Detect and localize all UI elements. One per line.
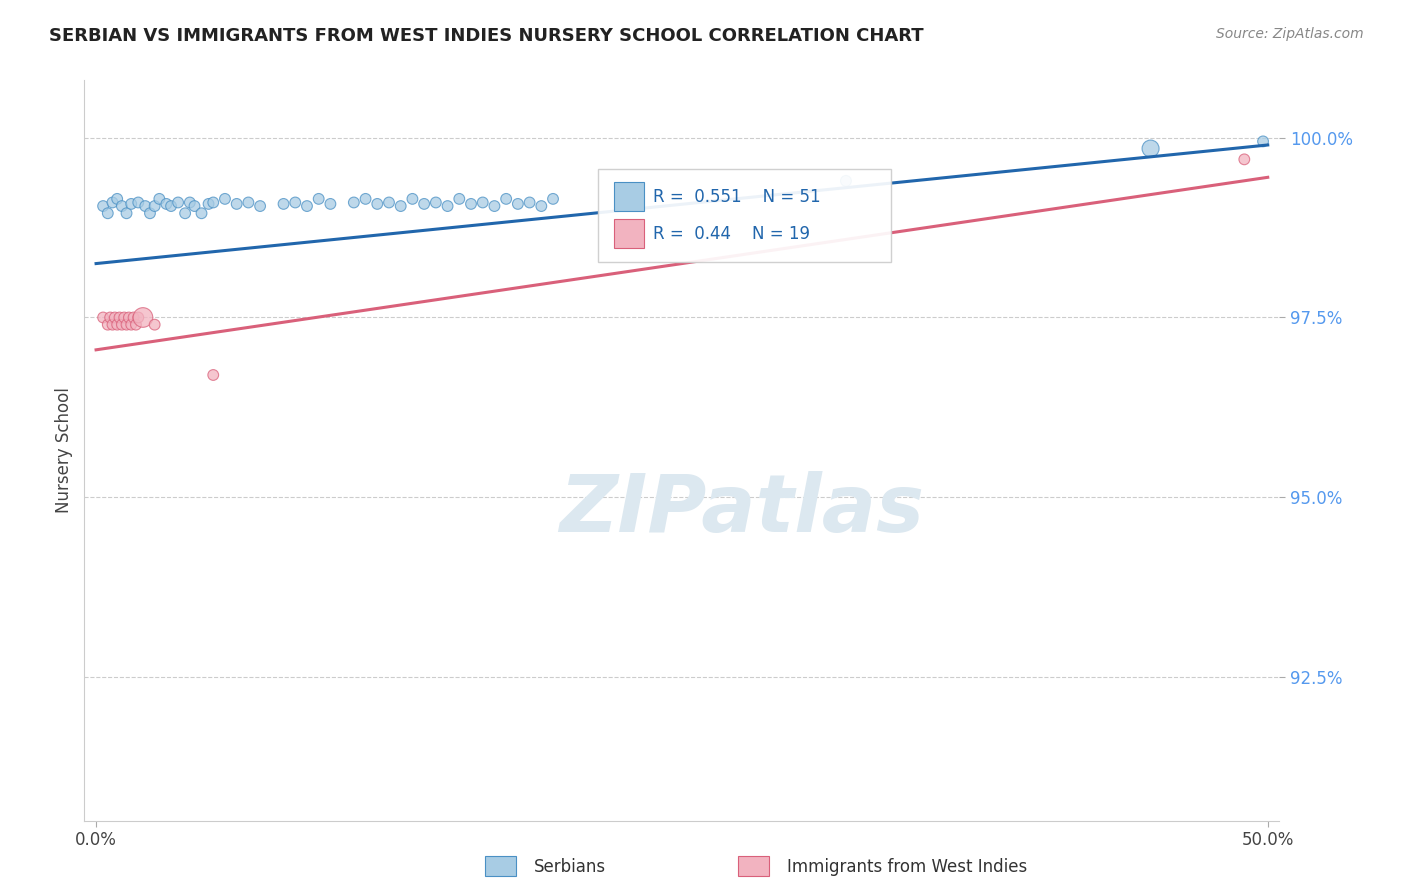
- Point: [413, 197, 436, 211]
- FancyBboxPatch shape: [599, 169, 891, 261]
- Point: [506, 197, 529, 211]
- Point: [127, 195, 149, 210]
- Point: [354, 192, 377, 206]
- Point: [308, 192, 330, 206]
- Bar: [614, 183, 644, 211]
- Point: [295, 199, 318, 213]
- Point: [835, 174, 858, 188]
- Point: [190, 206, 212, 220]
- Point: [105, 192, 128, 206]
- Point: [91, 310, 114, 325]
- Text: SERBIAN VS IMMIGRANTS FROM WEST INDIES NURSERY SCHOOL CORRELATION CHART: SERBIAN VS IMMIGRANTS FROM WEST INDIES N…: [49, 27, 924, 45]
- Point: [1139, 142, 1161, 156]
- Point: [202, 368, 225, 382]
- Point: [112, 310, 135, 325]
- Text: Source: ZipAtlas.com: Source: ZipAtlas.com: [1216, 27, 1364, 41]
- Point: [148, 192, 170, 206]
- Point: [118, 310, 141, 325]
- Point: [202, 195, 225, 210]
- Point: [111, 199, 134, 213]
- Point: [105, 318, 128, 332]
- Point: [167, 195, 190, 210]
- Point: [115, 318, 138, 332]
- Point: [214, 192, 236, 206]
- Point: [519, 195, 541, 210]
- Point: [120, 318, 142, 332]
- Point: [101, 318, 124, 332]
- Point: [425, 195, 447, 210]
- Point: [197, 197, 219, 211]
- Point: [143, 318, 166, 332]
- Point: [530, 199, 553, 213]
- Point: [134, 199, 156, 213]
- Point: [366, 197, 388, 211]
- Point: [115, 206, 138, 220]
- Text: Serbians: Serbians: [534, 858, 606, 876]
- Point: [108, 310, 131, 325]
- Text: R =  0.44    N = 19: R = 0.44 N = 19: [654, 225, 810, 243]
- Point: [127, 310, 149, 325]
- Point: [91, 199, 114, 213]
- Point: [97, 206, 120, 220]
- Point: [125, 318, 148, 332]
- Point: [378, 195, 401, 210]
- Y-axis label: Nursery School: Nursery School: [55, 387, 73, 514]
- Point: [284, 195, 307, 210]
- Point: [139, 206, 162, 220]
- Point: [160, 199, 183, 213]
- Point: [460, 197, 482, 211]
- Point: [436, 199, 458, 213]
- Point: [389, 199, 412, 213]
- Text: Immigrants from West Indies: Immigrants from West Indies: [787, 858, 1028, 876]
- Point: [179, 195, 201, 210]
- Text: ZIPatlas: ZIPatlas: [560, 471, 924, 549]
- Point: [183, 199, 205, 213]
- Text: R =  0.551    N = 51: R = 0.551 N = 51: [654, 187, 821, 205]
- Point: [273, 197, 295, 211]
- Point: [238, 195, 260, 210]
- Point: [132, 310, 155, 325]
- Point: [471, 195, 494, 210]
- Point: [484, 199, 506, 213]
- Point: [319, 197, 342, 211]
- Point: [97, 318, 120, 332]
- Point: [225, 197, 247, 211]
- Point: [541, 192, 564, 206]
- Point: [401, 192, 423, 206]
- Point: [449, 192, 471, 206]
- Point: [111, 318, 134, 332]
- Point: [249, 199, 271, 213]
- Point: [1233, 153, 1256, 167]
- Point: [495, 192, 517, 206]
- Point: [98, 310, 121, 325]
- Point: [122, 310, 145, 325]
- Point: [101, 195, 124, 210]
- Point: [343, 195, 366, 210]
- Point: [104, 310, 127, 325]
- Point: [1251, 134, 1274, 148]
- Point: [155, 197, 177, 211]
- Point: [174, 206, 197, 220]
- Point: [120, 197, 142, 211]
- Bar: [614, 219, 644, 248]
- Point: [143, 199, 166, 213]
